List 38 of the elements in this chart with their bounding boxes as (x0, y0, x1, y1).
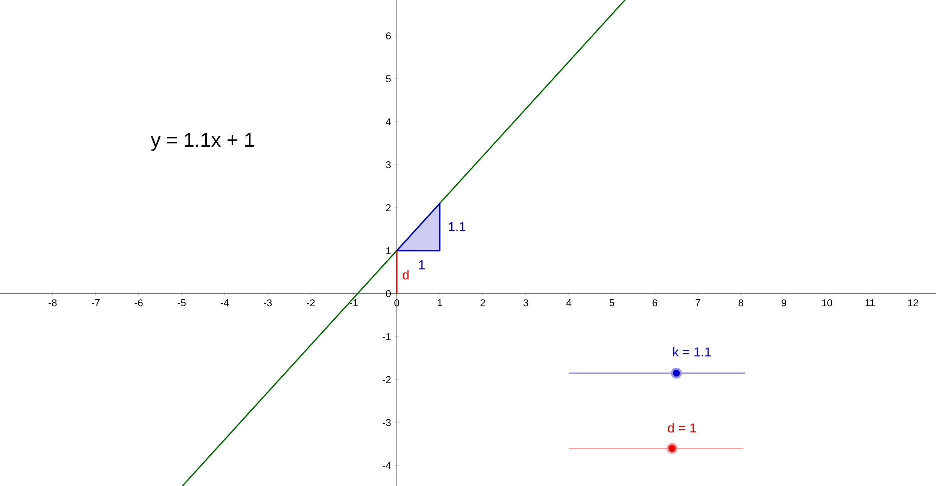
x-tick-label: 2 (480, 300, 486, 307)
y-tick-label: 6 (386, 32, 391, 40)
x-tick-label: 11 (866, 300, 875, 306)
x-tick-label: 10 (822, 300, 832, 307)
annotation: k = 1.1 (673, 347, 712, 357)
y-tick-label: 0 (386, 290, 391, 298)
x-tick-label: 0 (394, 300, 400, 307)
x-tick-label: 1 (438, 300, 442, 306)
x-tick-label: 7 (696, 300, 700, 306)
x-tick-label: 3 (524, 300, 528, 307)
x-tick-label: 5 (610, 300, 614, 307)
y-tick-label: 2 (386, 204, 391, 212)
x-tick-label: 8 (738, 300, 744, 307)
annotation: y = 1.1x + 1 (151, 133, 254, 152)
x-tick-label: -1 (350, 300, 358, 306)
x-tick-label: 6 (652, 300, 658, 307)
annotation: d = 1 (668, 423, 696, 433)
x-tick-label: -7 (92, 300, 100, 306)
y-tick-label: -3 (382, 419, 391, 426)
x-tick-label: -4 (220, 300, 230, 306)
x-tick-label: -6 (134, 300, 143, 307)
x-tick-label: -2 (307, 300, 315, 307)
y-tick-label: -2 (382, 376, 391, 384)
y-tick-label: 5 (386, 76, 391, 83)
x-tick-label: 4 (566, 300, 572, 306)
annotation: 1 (419, 260, 425, 270)
annotation: 1.1 (449, 222, 466, 232)
y-tick-label: 1 (386, 248, 391, 254)
x-tick-label: -8 (48, 300, 57, 307)
y-tick-label: -4 (382, 462, 392, 470)
annotation: d (403, 270, 409, 280)
x-tick-label: -5 (178, 300, 186, 307)
y-tick-label: -1 (382, 333, 391, 340)
y-tick-label: 3 (386, 161, 391, 169)
x-tick-label: 12 (908, 300, 918, 307)
x-tick-label: 9 (782, 300, 786, 307)
x-tick-label: -3 (264, 300, 272, 307)
y-tick-label: 4 (386, 118, 392, 126)
